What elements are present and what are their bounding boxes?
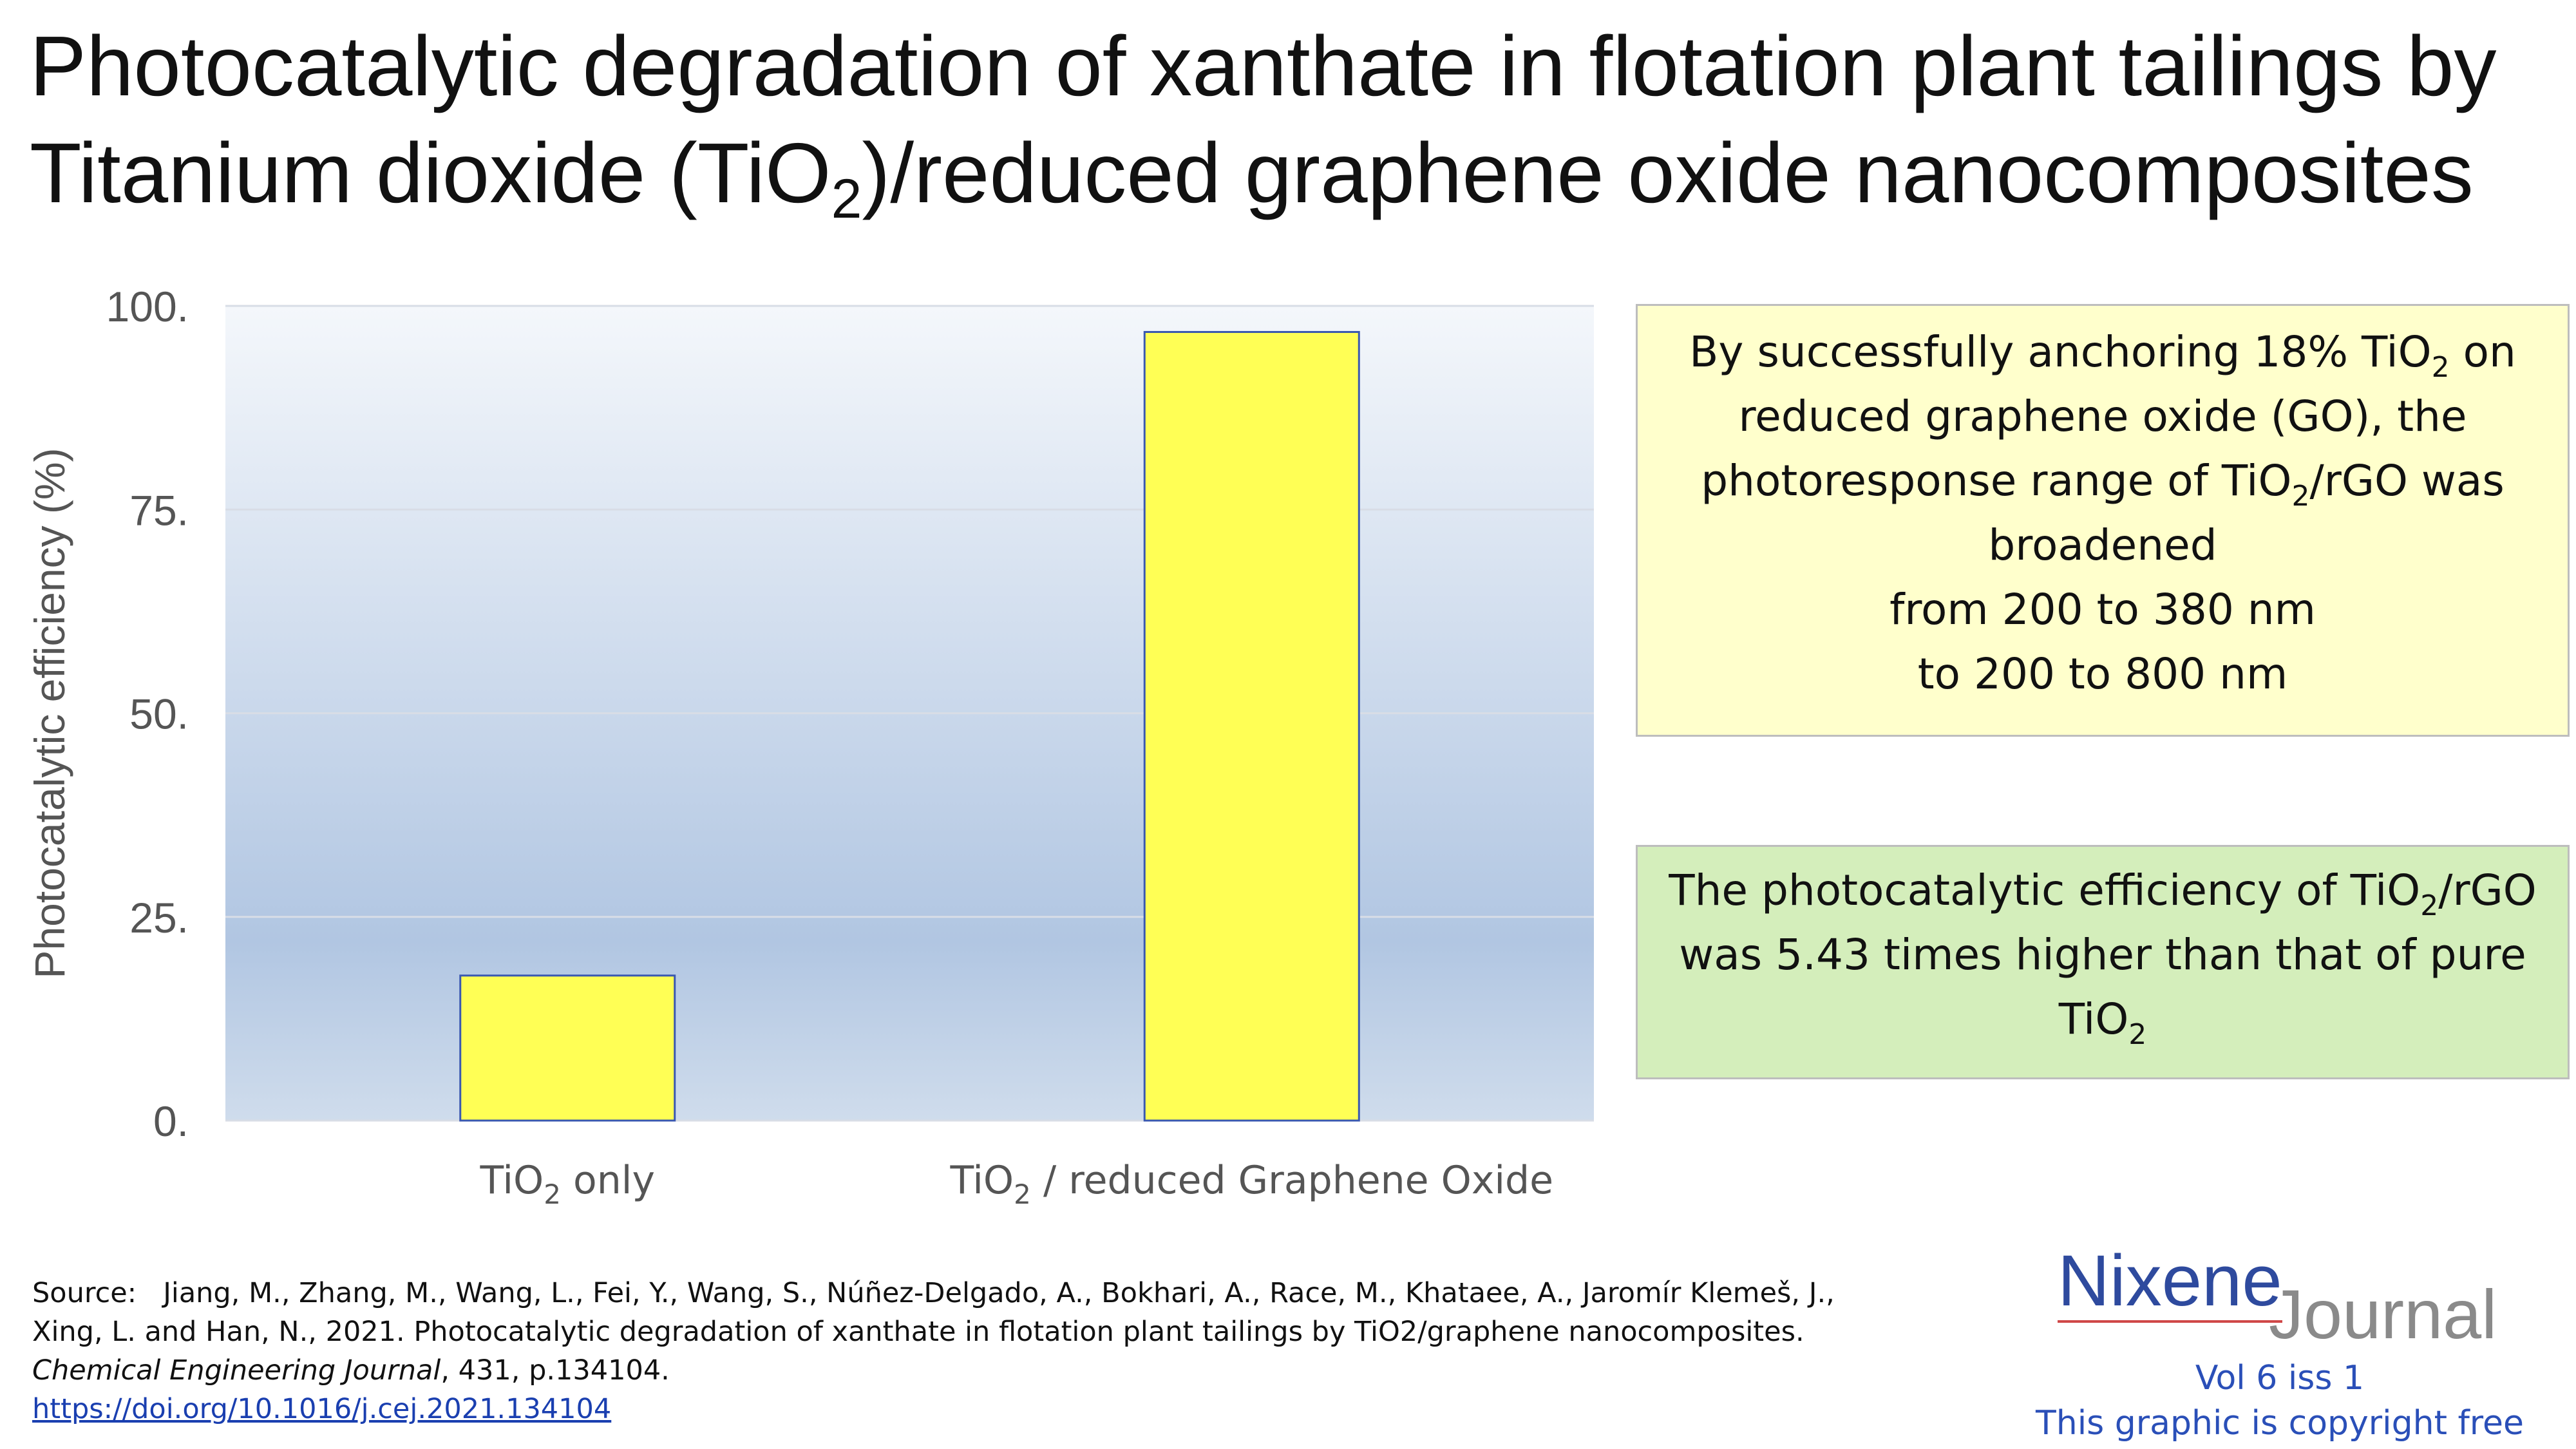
- nixene-journal-logo: Nixene Journal: [2058, 1243, 2560, 1352]
- logo-nixene: Nixene: [2058, 1243, 2282, 1323]
- note1-line1-pre: By successfully anchoring 18% TiO: [1689, 327, 2432, 377]
- note2-line3-sub: 2: [2128, 1018, 2147, 1051]
- note1-line6: to 200 to 800 nm: [1917, 649, 2288, 699]
- source-journal: Chemical Engineering Journal: [32, 1354, 441, 1387]
- title-line-1: Photocatalytic degradation of xanthate i…: [30, 19, 2497, 113]
- source-text: Jiang, M., Zhang, M., Wang, L., Fei, Y.,…: [32, 1277, 1835, 1348]
- title-line-2-pre: Titanium dioxide (TiO: [30, 126, 831, 220]
- note1-line2: reduced graphene oxide (GO), the: [1738, 392, 2467, 441]
- note2-line1-sub: 2: [2420, 889, 2439, 922]
- page-title: Photocatalytic degradation of xanthate i…: [30, 13, 2567, 227]
- source-citation: Source: Jiang, M., Zhang, M., Wang, L., …: [32, 1274, 1835, 1428]
- note1-line3-pre: photoresponse range of TiO: [1701, 456, 2292, 506]
- x-tick-label: TiO2 / reduced Graphene Oxide: [949, 1158, 1553, 1210]
- x-tick-label: TiO2 only: [480, 1158, 655, 1210]
- y-tick-label: 100.: [106, 283, 189, 330]
- y-tick-label: 25.: [129, 894, 189, 942]
- source-label: Source:: [32, 1277, 137, 1309]
- y-tick-label: 0.: [153, 1097, 189, 1145]
- y-axis-label: Photocatalytic efficiency (%): [26, 448, 73, 978]
- x-tick-labels: TiO2 only TiO2 / reduced Graphene Oxide: [480, 1158, 1554, 1210]
- note2-line1-pre: The photocatalytic efficiency of TiO: [1669, 866, 2421, 915]
- volume-issue: Vol 6 iss 1: [2195, 1359, 2365, 1397]
- note1-line1-sub: 2: [2431, 351, 2450, 384]
- note1-line4: broadened: [1988, 520, 2217, 570]
- bar: [459, 974, 676, 1122]
- title-line-2-sub: 2: [831, 168, 862, 230]
- info-note-efficiency: The photocatalytic efficiency of TiO2/rG…: [1636, 845, 2570, 1079]
- note1-line3-sub: 2: [2291, 480, 2310, 513]
- note2-line1-post: /rGO: [2438, 866, 2537, 915]
- grid-lines: [225, 305, 1594, 1122]
- y-tick-label: 75.: [129, 486, 189, 534]
- source-text-end: , 431, p.134104.: [440, 1354, 670, 1387]
- note1-line1-post: on: [2449, 327, 2516, 377]
- bar: [1143, 330, 1360, 1122]
- info-note-photoresponse: By successfully anchoring 18% TiO2 on re…: [1636, 304, 2570, 737]
- note1-line3-post: /rGO was: [2309, 456, 2505, 506]
- copyright-note: This graphic is copyright free: [2035, 1404, 2524, 1443]
- y-tick-labels: 0. 25. 50. 75. 100.: [106, 283, 189, 1145]
- bar-chart: 0. 25. 50. 75. 100. TiO2 only TiO2 / reduced …: [26, 283, 1594, 1210]
- logo-journal: Journal: [2269, 1275, 2497, 1353]
- bars: [459, 330, 1360, 1122]
- note2-line3-pre: TiO: [2058, 994, 2129, 1044]
- doi-link[interactable]: https://doi.org/10.1016/j.cej.2021.13410…: [32, 1393, 612, 1425]
- y-tick-label: 50.: [129, 690, 189, 738]
- note2-line2: was 5.43 times higher than that of pure: [1679, 930, 2526, 980]
- note1-line5: from 200 to 380 nm: [1889, 585, 2316, 634]
- title-line-2-post: )/reduced graphene oxide nanocomposites: [862, 126, 2474, 220]
